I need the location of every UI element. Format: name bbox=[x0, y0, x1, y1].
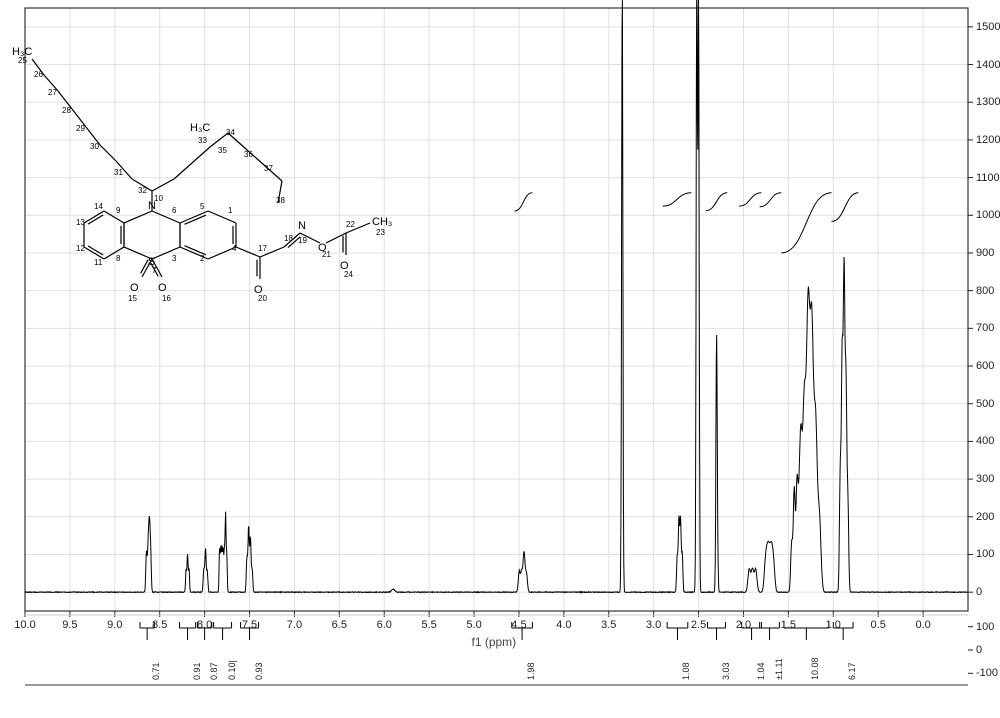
integral-value-label: 1.08 bbox=[681, 662, 691, 680]
y-right-tick-label: 100 bbox=[976, 548, 994, 560]
x-tick-label: 1.0 bbox=[826, 619, 841, 631]
x-tick-label: 3.5 bbox=[601, 619, 616, 631]
svg-text:11: 11 bbox=[94, 258, 103, 267]
x-tick-label: 10.0 bbox=[14, 619, 35, 631]
svg-text:8: 8 bbox=[116, 254, 121, 263]
svg-text:9: 9 bbox=[116, 206, 121, 215]
x-tick-label: 9.0 bbox=[107, 619, 122, 631]
svg-text:10: 10 bbox=[154, 194, 163, 203]
y-right-tick-label: 600 bbox=[976, 360, 994, 372]
svg-text:28: 28 bbox=[62, 106, 71, 115]
svg-text:O: O bbox=[130, 282, 139, 294]
integral-value-label: 0.71 bbox=[151, 662, 161, 680]
svg-text:22: 22 bbox=[346, 220, 355, 229]
svg-text:23: 23 bbox=[376, 228, 385, 237]
y-right-tick-label: 900 bbox=[976, 247, 994, 259]
x-tick-label: 4.0 bbox=[556, 619, 571, 631]
x-tick-label: 2.0 bbox=[736, 619, 751, 631]
svg-text:33: 33 bbox=[198, 136, 207, 145]
svg-text:13: 13 bbox=[76, 218, 85, 227]
x-tick-label: 5.0 bbox=[466, 619, 481, 631]
svg-text:31: 31 bbox=[114, 168, 123, 177]
y-right-tick-label: 1400 bbox=[976, 59, 1000, 71]
svg-text:4: 4 bbox=[232, 244, 237, 253]
x-tick-label: 0.0 bbox=[915, 619, 930, 631]
integral-value-label: 10.08 bbox=[810, 657, 820, 680]
y-right-tick-label: 1100 bbox=[976, 172, 1000, 184]
x-tick-label: 9.5 bbox=[62, 619, 77, 631]
svg-text:H₃C: H₃C bbox=[190, 122, 210, 134]
y-right-secondary-tick-label: 100 bbox=[976, 621, 994, 633]
y-right-tick-label: 500 bbox=[976, 398, 994, 410]
x-tick-label: 5.5 bbox=[421, 619, 436, 631]
svg-text:24: 24 bbox=[344, 270, 353, 279]
y-right-secondary-tick-label: -100 bbox=[976, 667, 998, 679]
y-right-tick-label: 300 bbox=[976, 473, 994, 485]
nmr-plot-canvas: NH₃CH₃CSOOONOOCH₃25262728293031323334353… bbox=[0, 0, 1000, 718]
svg-text:29: 29 bbox=[76, 124, 85, 133]
integral-value-label: 0.91 bbox=[192, 662, 202, 680]
x-tick-label: 6.5 bbox=[332, 619, 347, 631]
x-tick-label: 8.0 bbox=[197, 619, 212, 631]
svg-text:38: 38 bbox=[276, 196, 285, 205]
svg-text:1: 1 bbox=[228, 206, 233, 215]
svg-text:19: 19 bbox=[298, 236, 307, 245]
integral-value-label: 0.10| bbox=[227, 660, 237, 680]
x-tick-label: 2.5 bbox=[691, 619, 706, 631]
x-tick-label: 6.0 bbox=[377, 619, 392, 631]
svg-text:17: 17 bbox=[258, 244, 267, 253]
svg-text:6: 6 bbox=[172, 206, 177, 215]
y-right-tick-label: 400 bbox=[976, 435, 994, 447]
integral-value-label: 0.87 bbox=[209, 662, 219, 680]
svg-text:14: 14 bbox=[94, 202, 103, 211]
svg-text:N: N bbox=[298, 220, 306, 232]
y-right-tick-label: 700 bbox=[976, 322, 994, 334]
x-tick-label: 0.5 bbox=[871, 619, 886, 631]
svg-text:30: 30 bbox=[90, 142, 99, 151]
svg-text:18: 18 bbox=[284, 234, 293, 243]
svg-text:36: 36 bbox=[244, 150, 253, 159]
svg-text:15: 15 bbox=[128, 294, 137, 303]
y-right-tick-label: 200 bbox=[976, 511, 994, 523]
svg-text:37: 37 bbox=[264, 164, 273, 173]
y-right-tick-label: 800 bbox=[976, 285, 994, 297]
svg-text:7: 7 bbox=[152, 266, 157, 275]
svg-text:5: 5 bbox=[200, 202, 205, 211]
y-right-tick-label: 0 bbox=[976, 586, 982, 598]
x-axis-label: f1 (ppm) bbox=[472, 635, 517, 649]
svg-text:20: 20 bbox=[258, 294, 267, 303]
integral-value-label: 0.93 bbox=[254, 662, 264, 680]
integral-value-label: 6.17 bbox=[847, 662, 857, 680]
svg-text:25: 25 bbox=[18, 56, 27, 65]
svg-text:27: 27 bbox=[48, 88, 57, 97]
x-tick-label: 7.0 bbox=[287, 619, 302, 631]
svg-text:12: 12 bbox=[76, 244, 85, 253]
integral-value-label: 1.98 bbox=[526, 662, 536, 680]
svg-text:21: 21 bbox=[322, 250, 331, 259]
integral-value-label: ±1.11 bbox=[774, 658, 784, 680]
y-right-tick-label: 1300 bbox=[976, 96, 1000, 108]
integral-value-label: 1.04 bbox=[756, 662, 766, 680]
y-right-tick-label: 1000 bbox=[976, 209, 1000, 221]
svg-text:CH₃: CH₃ bbox=[372, 216, 392, 228]
x-tick-label: 1.5 bbox=[781, 619, 796, 631]
x-tick-label: 8.5 bbox=[152, 619, 167, 631]
svg-text:32: 32 bbox=[138, 186, 147, 195]
x-tick-label: 4.5 bbox=[511, 619, 526, 631]
svg-text:35: 35 bbox=[218, 146, 227, 155]
x-tick-label: 7.5 bbox=[242, 619, 257, 631]
x-tick-label: 3.0 bbox=[646, 619, 661, 631]
integral-value-label: 3.03 bbox=[721, 662, 731, 680]
y-right-tick-label: 1500 bbox=[976, 21, 1000, 33]
svg-text:34: 34 bbox=[226, 128, 235, 137]
svg-text:3: 3 bbox=[172, 254, 177, 263]
svg-text:O: O bbox=[158, 282, 167, 294]
y-right-tick-label: 1200 bbox=[976, 134, 1000, 146]
svg-text:16: 16 bbox=[162, 294, 171, 303]
svg-text:26: 26 bbox=[34, 70, 43, 79]
y-right-secondary-tick-label: 0 bbox=[976, 644, 982, 656]
svg-text:2: 2 bbox=[200, 254, 205, 263]
